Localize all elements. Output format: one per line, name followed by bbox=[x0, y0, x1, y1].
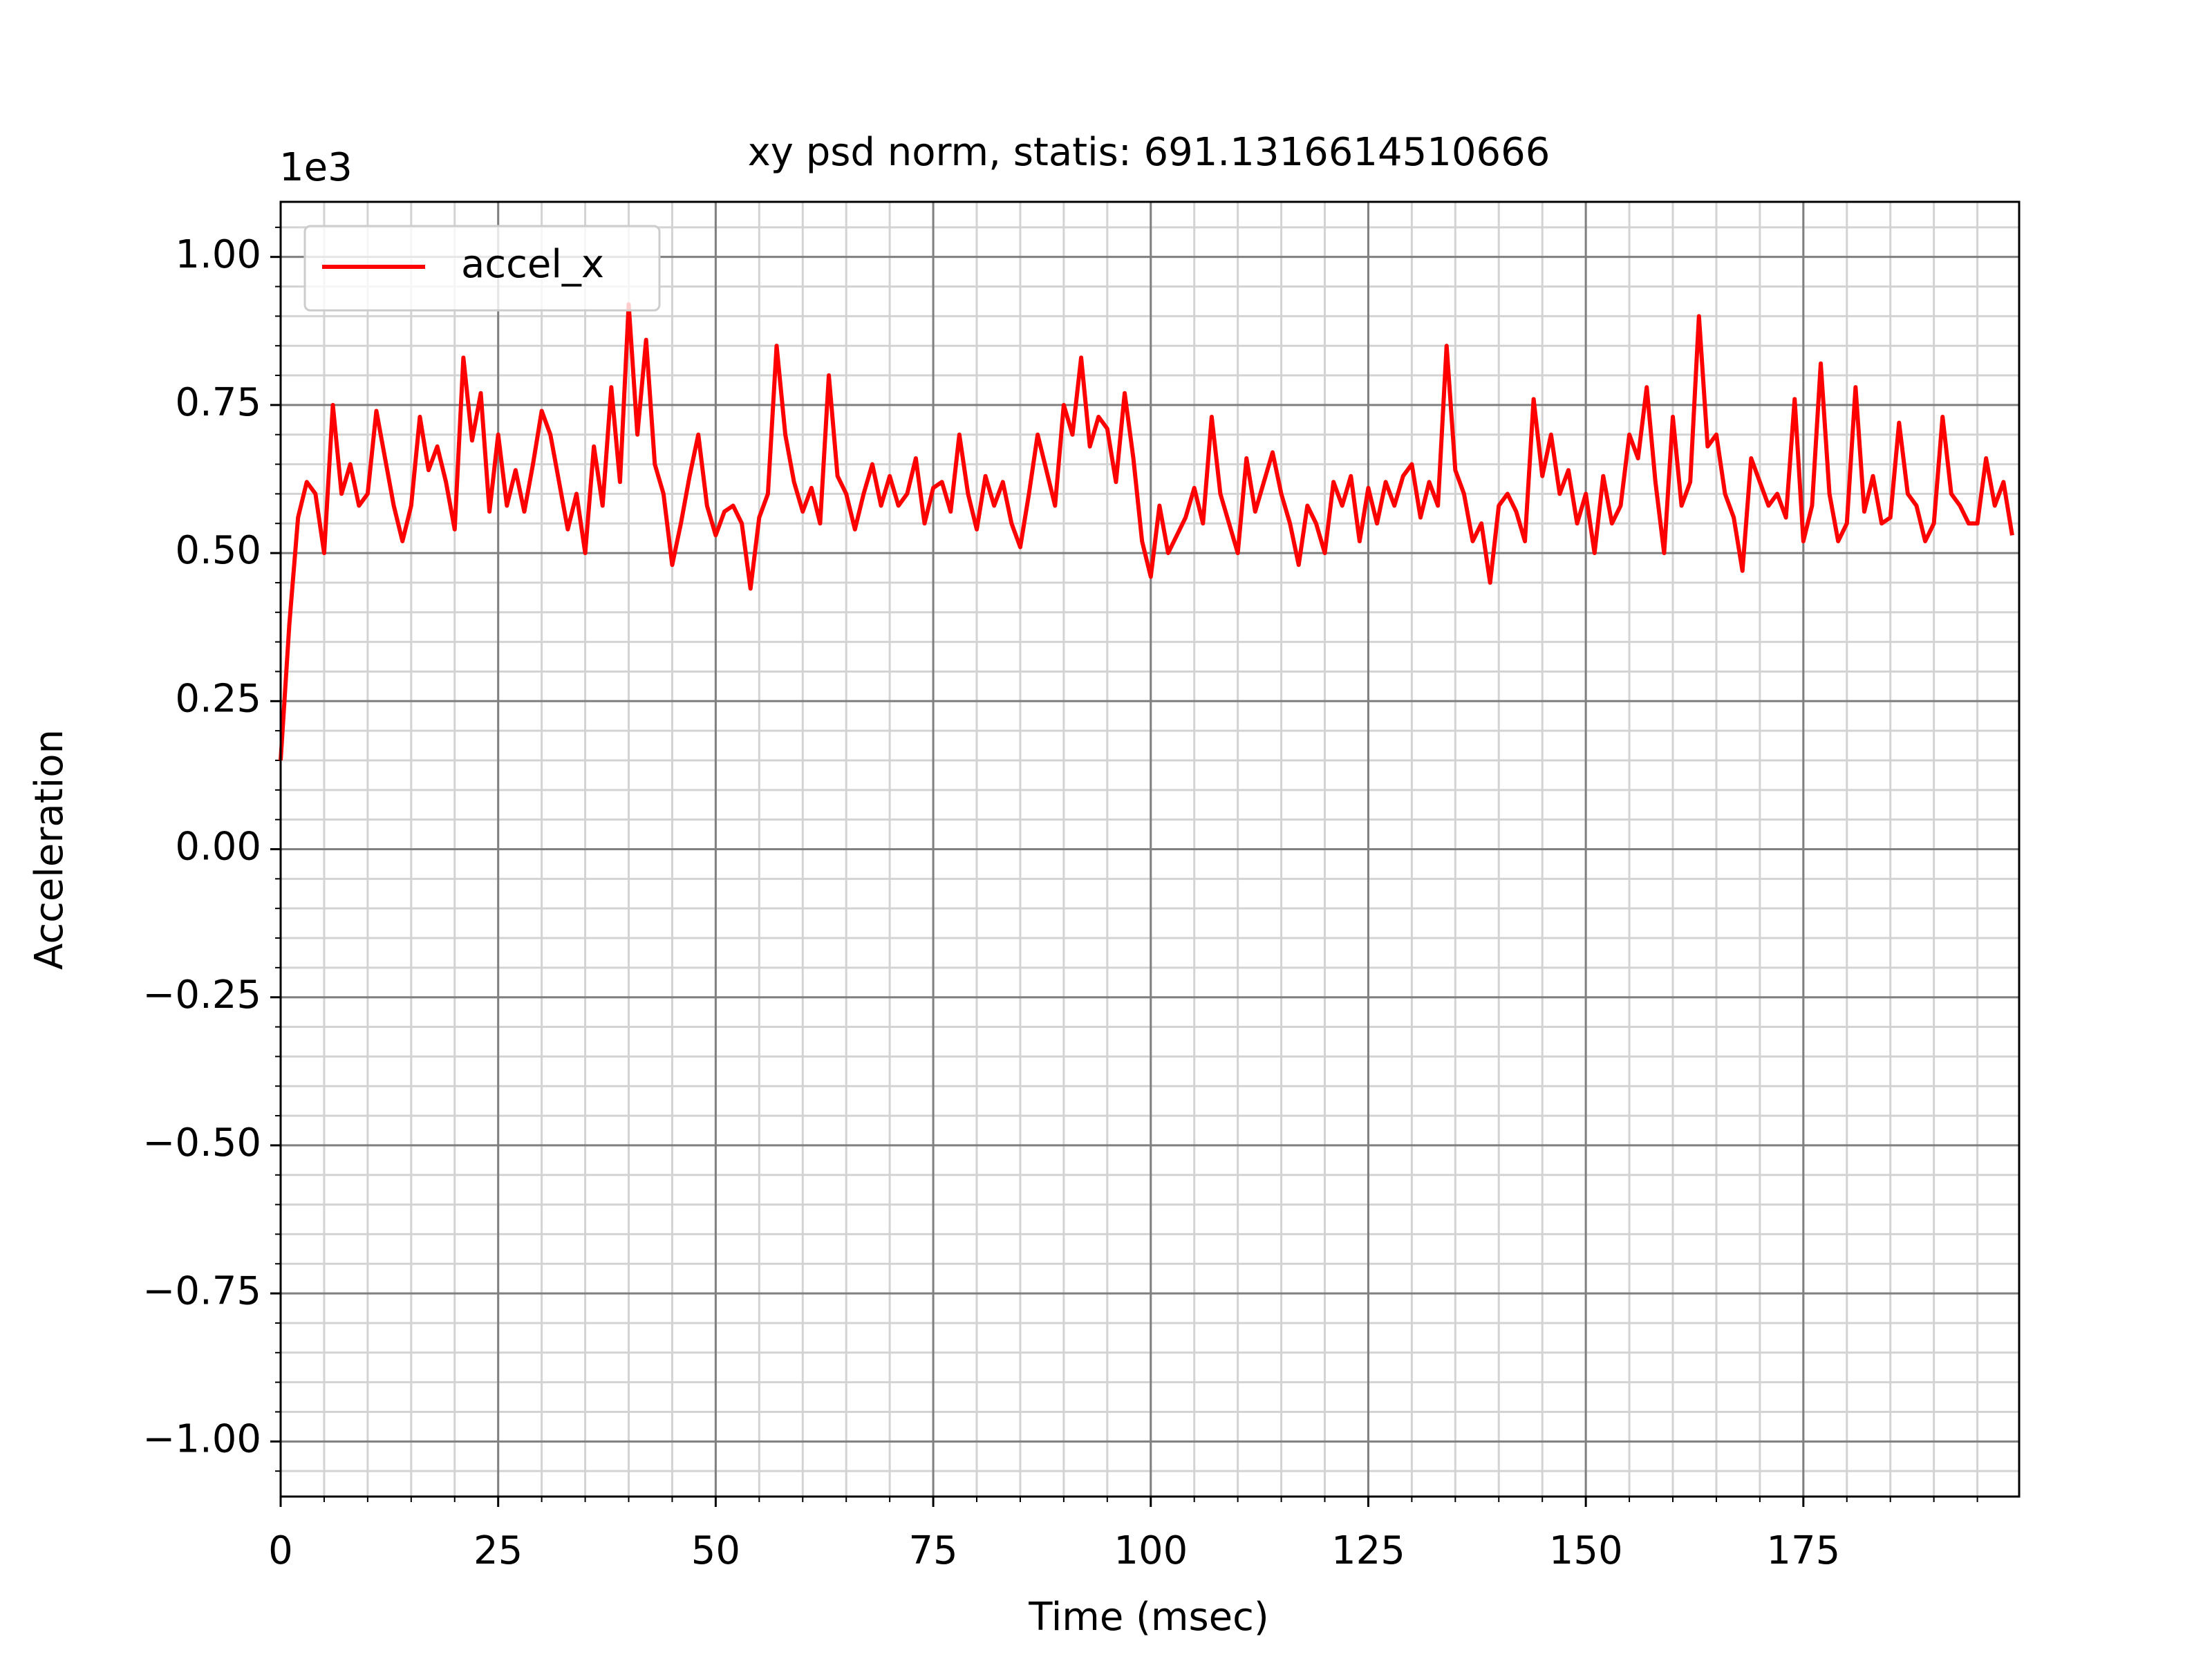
x-tick-label: 0 bbox=[268, 1528, 293, 1573]
x-tick-label: 100 bbox=[1114, 1528, 1188, 1573]
legend-label: accel_x bbox=[461, 242, 604, 287]
y-tick-label: 0.75 bbox=[175, 380, 261, 425]
axes-frame bbox=[279, 200, 2021, 1498]
y-tick-label: 0.50 bbox=[175, 528, 261, 573]
x-tick-label: 125 bbox=[1331, 1528, 1405, 1573]
x-tick-label: 150 bbox=[1549, 1528, 1623, 1573]
y-tick-label: −0.50 bbox=[142, 1121, 261, 1165]
chart-title: xy psd norm, statis: 691.1316614510666 bbox=[748, 130, 1550, 175]
data-line bbox=[279, 302, 2014, 761]
x-tick-label: 175 bbox=[1766, 1528, 1840, 1573]
y-tick-label: −0.25 bbox=[142, 973, 261, 1018]
y-axis-label: Acceleration bbox=[27, 729, 72, 970]
y-tick-label: 0.00 bbox=[175, 825, 261, 870]
y-tick-label: −0.75 bbox=[142, 1268, 261, 1313]
x-tick-label: 75 bbox=[908, 1528, 957, 1573]
y-tick-label: −1.00 bbox=[142, 1416, 261, 1461]
y-tick-label: 0.25 bbox=[175, 676, 261, 721]
y-tick-label: 1.00 bbox=[175, 232, 261, 277]
x-tick-label: 50 bbox=[691, 1528, 740, 1573]
y-offset-label: 1e3 bbox=[279, 145, 353, 190]
legend-box bbox=[303, 225, 661, 312]
x-axis-label: Time (msec) bbox=[1028, 1595, 1269, 1640]
x-tick-label: 25 bbox=[474, 1528, 523, 1573]
